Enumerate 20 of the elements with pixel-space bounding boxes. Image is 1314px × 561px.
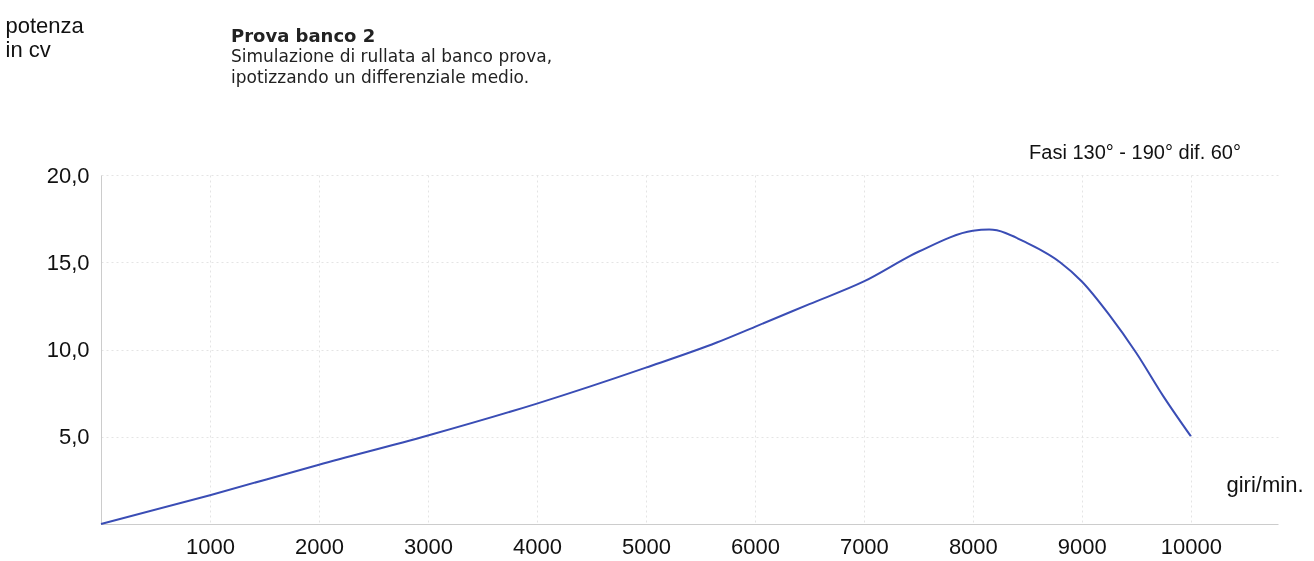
y-tick-label: 15,0 [46,249,90,275]
x-tick-label: 5000 [621,533,671,559]
x-tick-label: 3000 [403,533,453,559]
x-tick-label: 6000 [730,533,780,559]
x-tick-label: 2000 [294,533,344,559]
x-tick-label: 10000 [1160,533,1222,559]
text: Fasi 130° - 190° dif. 60° [1029,141,1241,163]
chart-subtitle: Simulazione di rullata al banco prova, ipotizzando un differenziale medio. [231,46,553,87]
chart-title: Prova banco 2 [231,25,376,46]
y-tick-label: 10,0 [46,337,90,362]
x-axis-title: giri/min. [1226,471,1304,497]
x-tick-label: 9000 [1057,533,1107,559]
line-series [100,228,1192,525]
y-tick-label: 20,0 [46,162,90,188]
y-axis-title: potenza in cv [5,12,85,62]
y-tick-label: 5,0 [58,424,90,450]
x-tick-label: 4000 [512,533,562,559]
x-tick-label: 1000 [186,533,235,559]
x-tick-label: 7000 [839,533,889,559]
x-tick-label: 8000 [948,533,998,559]
